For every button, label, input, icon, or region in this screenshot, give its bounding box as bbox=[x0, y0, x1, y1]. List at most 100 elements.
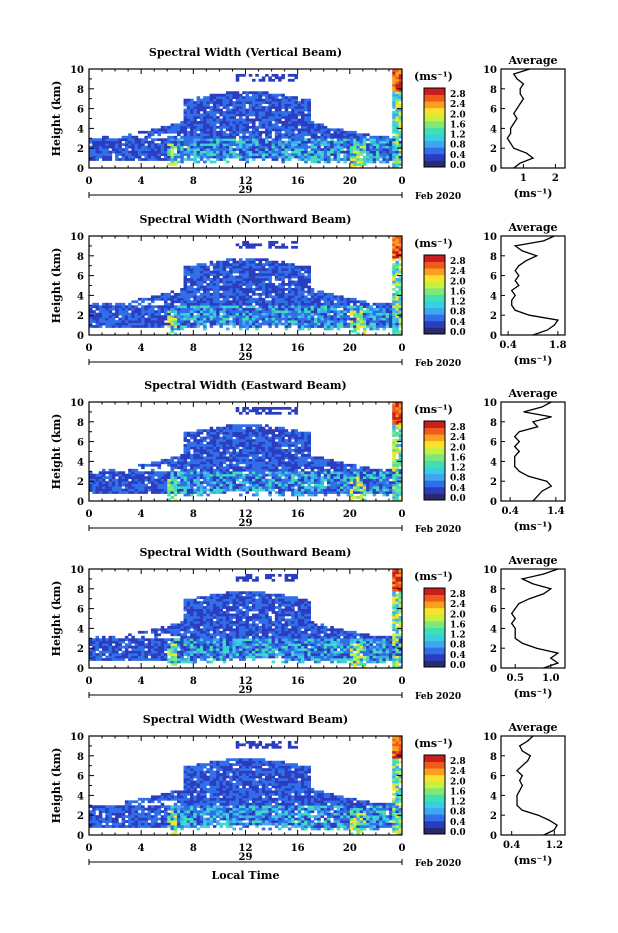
heatmap-cell bbox=[102, 141, 106, 144]
heatmap-cell bbox=[307, 276, 311, 279]
heatmap-cell bbox=[193, 116, 197, 119]
heatmap-cell bbox=[190, 106, 194, 109]
heatmap-cell bbox=[278, 484, 282, 487]
heatmap-cell bbox=[262, 258, 266, 261]
heatmap-cell bbox=[232, 290, 236, 293]
heatmap-cell bbox=[236, 268, 240, 271]
heatmap-cell bbox=[197, 494, 201, 497]
heatmap-cell bbox=[122, 143, 126, 146]
heatmap-cell bbox=[193, 131, 197, 134]
heatmap-cell bbox=[382, 151, 386, 154]
heatmap-cell bbox=[272, 111, 276, 114]
heatmap-cell bbox=[229, 474, 233, 477]
heatmap-cell bbox=[304, 283, 308, 286]
heatmap-cell bbox=[138, 474, 142, 477]
heatmap-cell bbox=[265, 444, 269, 447]
heatmap-cell bbox=[190, 494, 194, 497]
heatmap-cell bbox=[223, 481, 227, 484]
heatmap-cell bbox=[213, 439, 217, 442]
heatmap-cell bbox=[229, 320, 233, 323]
heatmap-cell bbox=[171, 305, 175, 308]
heatmap-cell bbox=[141, 151, 145, 154]
heatmap-cell bbox=[275, 484, 279, 487]
heatmap-cell bbox=[363, 146, 367, 149]
panel-1: Spectral Width (Northward Beam)0246810He… bbox=[50, 213, 567, 369]
heatmap-cell bbox=[200, 469, 204, 472]
heatmap-cell bbox=[177, 486, 181, 489]
heatmap-cell bbox=[206, 121, 210, 124]
heatmap-cell bbox=[386, 315, 390, 318]
heatmap-cell bbox=[347, 298, 351, 301]
heatmap-cell bbox=[320, 128, 324, 131]
heatmap-cell bbox=[301, 151, 305, 154]
heatmap-cell bbox=[203, 479, 207, 482]
heatmap-cell bbox=[246, 427, 250, 430]
heatmap-cell bbox=[144, 158, 148, 161]
heatmap-cell bbox=[252, 141, 256, 144]
heatmap-cell bbox=[392, 86, 396, 89]
heatmap-cell bbox=[206, 146, 210, 149]
heatmap-cell bbox=[223, 429, 227, 432]
heatmap-cell bbox=[268, 246, 272, 249]
heatmap-cell bbox=[288, 101, 292, 104]
heatmap-cell bbox=[171, 461, 175, 464]
heatmap-cell bbox=[99, 313, 103, 316]
heatmap-cell bbox=[301, 328, 305, 331]
heatmap-cell bbox=[379, 141, 383, 144]
heatmap-cell bbox=[268, 315, 272, 318]
heatmap-cell bbox=[281, 300, 285, 303]
heatmap-cell bbox=[109, 146, 113, 149]
heatmap-cell bbox=[187, 456, 191, 459]
heatmap-cell bbox=[265, 288, 269, 291]
heatmap-cell bbox=[259, 153, 263, 156]
heatmap-cell bbox=[291, 434, 295, 437]
heatmap-cell bbox=[213, 143, 217, 146]
heatmap-cell bbox=[307, 138, 311, 141]
heatmap-cell bbox=[324, 128, 328, 131]
heatmap-cell bbox=[278, 471, 282, 474]
heatmap-cell bbox=[281, 293, 285, 296]
heatmap-cell bbox=[171, 459, 175, 462]
heatmap-cell bbox=[262, 263, 266, 266]
heatmap-cell bbox=[109, 151, 113, 154]
heatmap-cell bbox=[242, 136, 246, 139]
heatmap-cell bbox=[324, 143, 328, 146]
heatmap-cell bbox=[105, 158, 109, 161]
heatmap-cell bbox=[272, 318, 276, 321]
heatmap-cell bbox=[268, 437, 272, 440]
heatmap-cell bbox=[259, 278, 263, 281]
heatmap-cell bbox=[216, 452, 220, 455]
heatmap-cell bbox=[232, 119, 236, 122]
profile-point bbox=[520, 93, 521, 94]
heatmap-cell bbox=[184, 479, 188, 482]
heatmap-cell bbox=[275, 106, 279, 109]
heatmap-cell bbox=[301, 116, 305, 119]
heatmap-cell bbox=[242, 444, 246, 447]
heatmap-cell bbox=[197, 479, 201, 482]
heatmap-cell bbox=[187, 442, 191, 445]
heatmap-cell bbox=[304, 119, 308, 122]
heatmap-cell bbox=[275, 461, 279, 464]
heatmap-cell bbox=[252, 136, 256, 139]
heatmap-cell bbox=[167, 303, 171, 306]
heatmap-cell bbox=[242, 153, 246, 156]
heatmap-cell bbox=[239, 484, 243, 487]
heatmap-cell bbox=[265, 295, 269, 298]
heatmap-cell bbox=[350, 161, 354, 164]
heatmap-cell bbox=[366, 153, 370, 156]
heatmap-cell bbox=[317, 161, 321, 164]
heatmap-cell bbox=[255, 427, 259, 430]
heatmap-cell bbox=[118, 481, 122, 484]
heatmap-cell bbox=[128, 153, 132, 156]
heatmap-cell bbox=[242, 310, 246, 313]
heatmap-cell bbox=[337, 298, 341, 301]
heatmap-cell bbox=[164, 461, 168, 464]
heatmap-cell bbox=[311, 133, 315, 136]
heatmap-cell bbox=[288, 143, 292, 146]
heatmap-cell bbox=[167, 313, 171, 316]
heatmap-cell bbox=[291, 96, 295, 99]
heatmap-cell bbox=[112, 151, 116, 154]
heatmap-cell bbox=[177, 318, 181, 321]
heatmap-cell bbox=[249, 447, 253, 450]
heatmap-cell bbox=[259, 318, 263, 321]
